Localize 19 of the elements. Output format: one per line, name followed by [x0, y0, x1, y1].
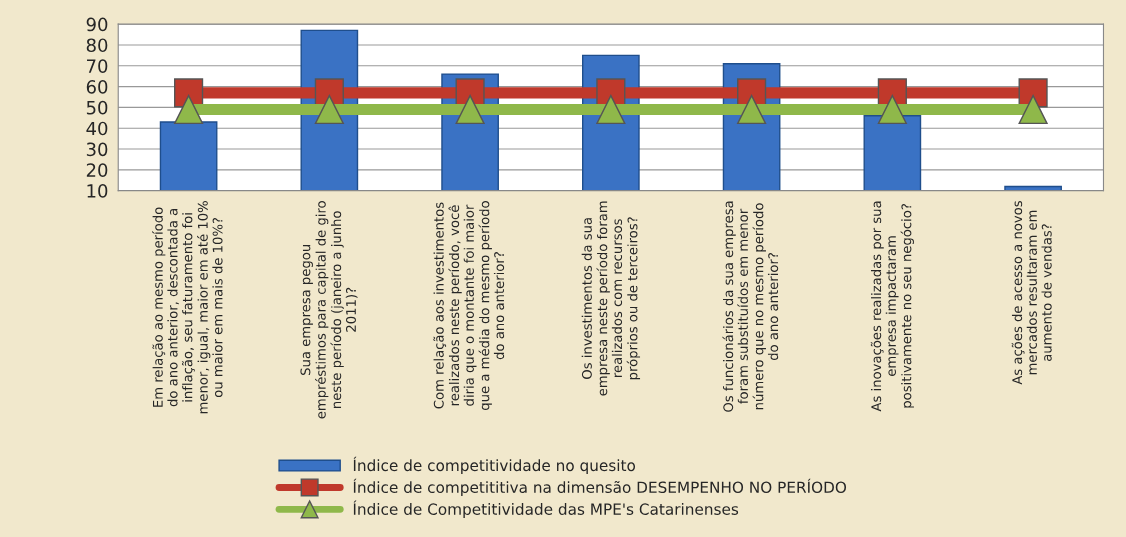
y-tick-label: 30: [86, 142, 108, 157]
y-tick-label: 80: [86, 38, 108, 53]
x-tick-label: Em relação ao mesmo período do ano anterior, descontada a inflação, seu faturamento foi menor, igual, maior em até 10% ou maior em mais de 10%?: [152, 201, 223, 414]
y-tick-label: 40: [86, 121, 108, 136]
y-tick-label: 60: [86, 80, 108, 94]
y-tick-label: 50: [86, 100, 108, 115]
x-tick-label: Com relação aos investimentos realizados neste período, você diria que o montante foi maior que a média do mesmo período do ano anterior?: [433, 201, 505, 410]
legend-label: Índice de Competitividade das MPE's Catarinenses: [353, 500, 739, 518]
y-tick-label: 90: [86, 17, 108, 32]
legend-label: Índice de competititiva na dimensão DESEMPENHO NO PERÍODO: [353, 478, 847, 496]
y-tick-label: 10: [87, 184, 108, 198]
y-tick-label: 70: [87, 59, 108, 73]
legend-label: Índice de competitividade no quesito: [353, 456, 636, 475]
x-tick-label: Sua empresa pegou empréstimos para capital de giro neste período (janeiro a junho 2011)?: [300, 201, 358, 419]
x-tick-label: Os investimentos da sua empresa neste período foram realizados com recursos próprios ou de terceiros?: [581, 201, 641, 396]
x-tick-label: Os funcionários da sua empresa foram substituídos em menor número que no mesmo período do ano anterior?: [722, 201, 779, 412]
x-tick-label: As inovações realizadas por sua empresa impactaram positivamente no seu negócio?: [870, 201, 914, 412]
y-tick-label: 20: [86, 163, 108, 177]
x-tick-label: As ações de acesso a novos mercados resultaram em aumento de vendas?: [1011, 201, 1052, 385]
